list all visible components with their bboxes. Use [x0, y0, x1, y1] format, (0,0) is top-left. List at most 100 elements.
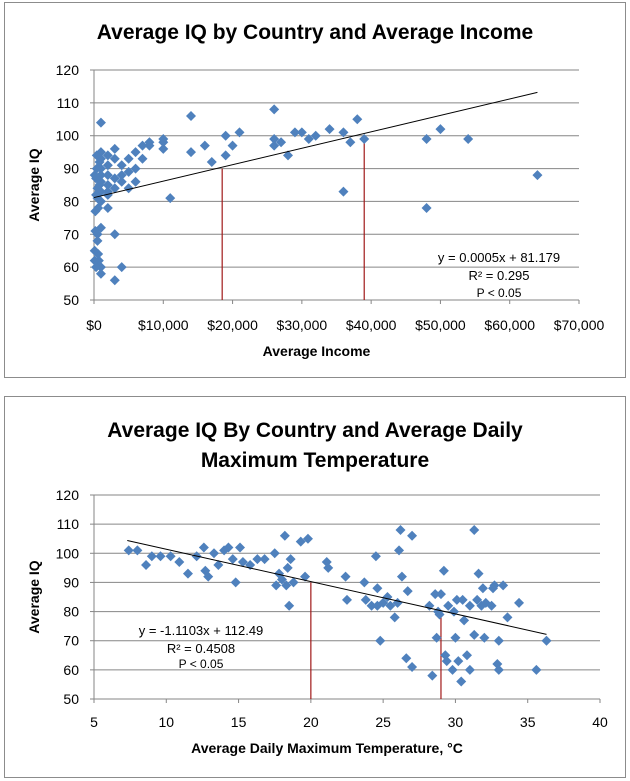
data-point	[102, 160, 113, 171]
data-point	[464, 600, 475, 611]
x-tick-label: 40	[592, 714, 608, 730]
y-tick-label: 120	[56, 487, 80, 503]
data-point	[234, 127, 245, 138]
data-point	[338, 186, 349, 197]
data-point	[227, 140, 238, 151]
data-point	[435, 589, 446, 600]
data-point	[447, 664, 458, 675]
data-point	[300, 571, 311, 582]
data-point	[359, 134, 370, 144]
x-tick-label: 35	[520, 714, 536, 730]
data-point	[463, 134, 474, 144]
y-tick-label: 90	[63, 574, 79, 590]
data-point	[90, 206, 101, 217]
x-tick-label: 15	[231, 714, 247, 730]
data-point	[165, 551, 176, 562]
data-point	[102, 170, 113, 181]
data-point	[461, 650, 472, 661]
data-point	[378, 597, 389, 608]
trendline-equation: y = 0.0005x + 81.179	[438, 250, 560, 265]
data-point	[450, 632, 461, 643]
y-tick-label: 50	[63, 691, 79, 707]
data-point	[464, 664, 475, 675]
data-point	[472, 594, 483, 605]
data-point	[91, 262, 102, 273]
x-tick-label: 10	[158, 714, 174, 730]
data-point	[489, 580, 500, 591]
p-value-label: P < 0.05	[179, 657, 224, 671]
data-point	[421, 203, 432, 213]
y-tick-label: 120	[56, 62, 80, 78]
data-point	[109, 143, 120, 154]
data-point	[438, 565, 449, 576]
data-point	[283, 150, 293, 161]
x-tick-label: 20	[303, 714, 319, 730]
data-point	[385, 600, 396, 611]
data-point	[394, 545, 405, 556]
data-point	[366, 600, 377, 611]
data-point	[430, 589, 441, 600]
x-tick-label: $70,000	[554, 317, 605, 333]
data-point	[132, 545, 143, 556]
data-point	[282, 562, 293, 573]
data-point	[395, 524, 406, 535]
data-point	[92, 235, 103, 246]
data-point	[182, 568, 193, 579]
data-point	[435, 124, 446, 135]
data-point	[137, 140, 148, 151]
income-chart: Average IQ by Country and Average Income…	[26, 21, 605, 359]
trendline	[93, 91, 538, 199]
data-point	[269, 140, 280, 151]
y-tick-label: 100	[56, 545, 80, 561]
data-point	[285, 554, 296, 565]
data-point	[123, 166, 134, 177]
y-tick-label: 70	[63, 226, 79, 242]
data-point	[174, 557, 185, 568]
data-point	[295, 536, 306, 547]
data-point	[109, 275, 120, 286]
data-point	[324, 124, 335, 135]
data-point	[514, 597, 525, 608]
data-point	[165, 193, 176, 204]
data-point	[109, 153, 120, 164]
data-point	[245, 559, 256, 570]
data-point	[502, 612, 513, 623]
data-point	[531, 664, 542, 675]
data-point	[213, 559, 224, 570]
data-point	[91, 150, 102, 161]
y-tick-label: 70	[63, 633, 79, 649]
y-tick-label: 60	[63, 662, 79, 678]
data-point	[486, 600, 497, 611]
y-tick-label: 110	[57, 516, 80, 532]
data-point	[396, 571, 407, 582]
data-point	[137, 153, 148, 164]
data-point	[223, 542, 234, 553]
temperature-chart-panel: Average IQ By Country and Average Daily M…	[4, 396, 626, 778]
data-point	[123, 545, 134, 556]
data-point	[102, 150, 113, 161]
x-axis-label: Average Daily Maximum Temperature, °C	[191, 740, 463, 756]
data-point	[375, 635, 386, 646]
x-tick-label: $20,000	[207, 317, 258, 333]
chart-title-line: Maximum Temperature	[201, 449, 429, 472]
data-point	[91, 189, 102, 200]
data-point	[279, 530, 290, 541]
data-point	[130, 163, 141, 174]
trendline-equation: y = -1.1103x + 112.49	[139, 623, 264, 638]
data-point	[206, 157, 217, 167]
data-point	[296, 127, 307, 138]
data-point	[473, 568, 484, 579]
data-point	[109, 229, 120, 240]
data-point	[230, 577, 241, 588]
data-point	[289, 127, 300, 138]
x-tick-label: $30,000	[277, 317, 328, 333]
data-point	[199, 140, 210, 151]
data-point	[359, 577, 370, 588]
x-tick-label: $10,000	[138, 317, 189, 333]
data-point	[389, 612, 400, 623]
data-point	[158, 143, 169, 154]
data-point	[116, 176, 127, 187]
data-point	[456, 676, 467, 687]
data-point	[310, 130, 321, 141]
data-point	[288, 577, 299, 588]
